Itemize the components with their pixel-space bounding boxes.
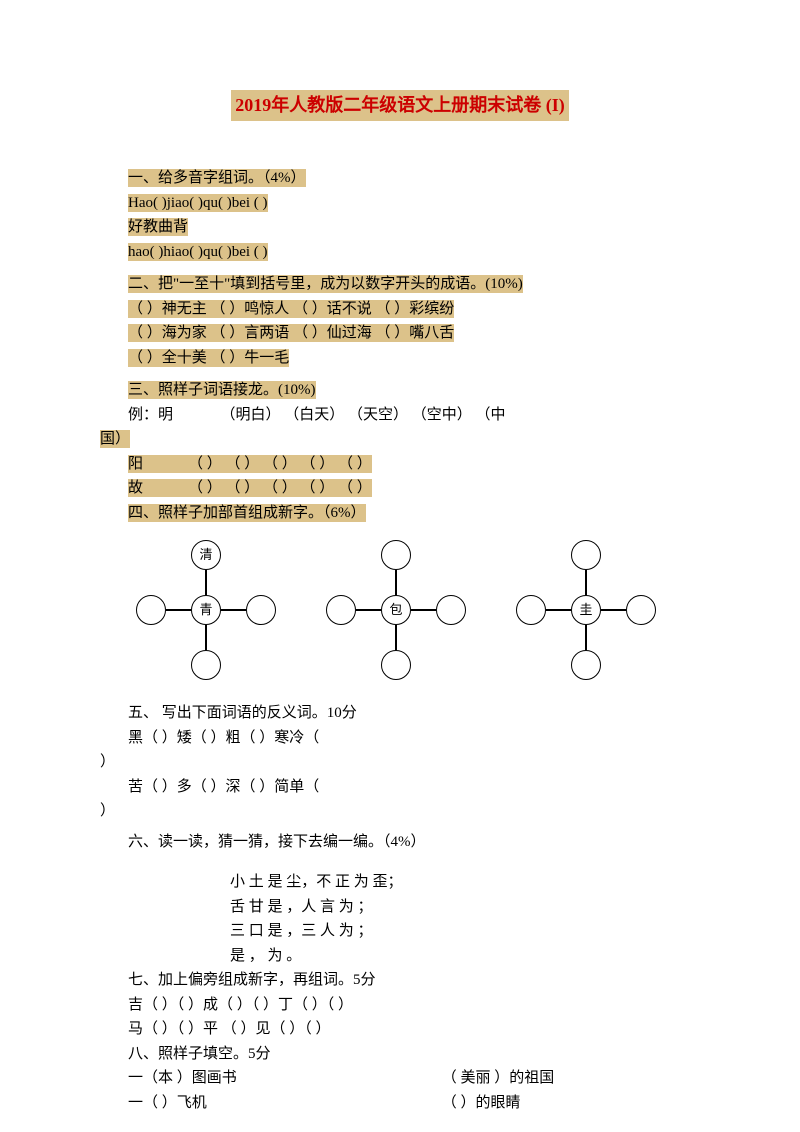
diagram-2: 包 [326, 540, 466, 680]
q1-cell: 背 [173, 219, 188, 235]
q3-l2a: 故 [128, 477, 188, 500]
q6-l2: 舌 甘 是 ，人 言 为 ； [100, 896, 700, 919]
q1-cell: jiao( ) [167, 195, 203, 211]
question-3: 三、照样子词语接龙。(10%) 例：明 （明白） （白天） （天空） （空中） … [100, 379, 700, 524]
circle [516, 595, 546, 625]
q1-cell: Hao( ) [128, 195, 167, 211]
circle [326, 595, 356, 625]
q8-l1b: （ 美丽 ）的祖国 [442, 1070, 555, 1086]
q3-l1: 阳（ ） （ ） （ ） （ ） （ ） [128, 455, 372, 473]
circle [246, 595, 276, 625]
q1-cell: 好 [128, 219, 143, 235]
q5-l2b: ） [100, 800, 700, 823]
q2-l2: （ ）海为家 （ ）言两语 （ ）仙过海 （ ）嘴八舌 [128, 324, 454, 342]
q6-heading: 六、读一读，猜一猜，接下去编一编。（4%） [100, 831, 700, 854]
q8-l2: 一（ ）飞机 （ ）的眼睛 [100, 1092, 700, 1115]
q3-l2b: （ ） （ ） （ ） （ ） （ ） [188, 480, 372, 496]
question-7: 七、加上偏旁组成新字，再组词。5分 吉（ ）（ ）成（ ）（ ）丁（ ）（ ） … [100, 969, 700, 1041]
q2-l3: （ ）全十美 （ ）牛一毛 [128, 349, 289, 367]
q1-cell: qu( ) [203, 195, 232, 211]
q1-cell: qu( ) [203, 244, 232, 260]
circle-center: 包 [381, 595, 411, 625]
q3-heading: 三、照样子词语接龙。(10%) [128, 381, 316, 399]
circle [436, 595, 466, 625]
q7-l2: 马（ ）（ ）平 （ ）见（ ）（ ） [100, 1018, 700, 1041]
diagram-1: 清 青 [136, 540, 276, 680]
circle [381, 540, 411, 570]
question-6: 六、读一读，猜一猜，接下去编一编。（4%） 小 土 是 尘，不 正 为 歪； 舌… [100, 831, 700, 968]
q8-l2a: 一（ ）飞机 [128, 1092, 438, 1115]
q1-r1: Hao( )jiao( )qu( )bei ( ) [128, 194, 268, 212]
q3-ex: （明白） （白天） （天空） （空中） （中 [221, 407, 506, 423]
q1-cell: bei ( ) [232, 244, 268, 260]
q1-r3: hao( )hiao( )qu( )bei ( ) [128, 243, 268, 261]
circle [571, 540, 601, 570]
title-wrap: 2019年人教版二年级语文上册期末试卷 (I) [100, 90, 700, 157]
circle [191, 650, 221, 680]
q5-l1b: ） [100, 751, 700, 774]
q1-r2: 好教曲背 [128, 218, 188, 236]
q8-heading: 八、照样子填空。5分 [100, 1043, 700, 1066]
q1-heading: 一、给多音字组词。（4%） [128, 169, 306, 187]
q4-heading: 四、照样子加部首组成新字。（6%） [128, 504, 366, 522]
q3-l1b: （ ） （ ） （ ） （ ） （ ） [188, 456, 372, 472]
q3-l2: 故（ ） （ ） （ ） （ ） （ ） [128, 479, 372, 497]
diagram-3: 圭 [516, 540, 656, 680]
q1-cell: bei ( ) [232, 195, 268, 211]
q3-ex-label: 例：明 [128, 407, 173, 423]
q2-l1: （ ）神无主 （ ）鸣惊人 （ ）话不说 （ ）彩缤纷 [128, 300, 454, 318]
q1-cell: hiao( ) [163, 244, 203, 260]
q8-l2b: （ ）的眼睛 [442, 1095, 521, 1111]
circle [626, 595, 656, 625]
circle: 清 [191, 540, 221, 570]
q3-ex2: 国） [100, 430, 130, 448]
circle [571, 650, 601, 680]
circle-center: 青 [191, 595, 221, 625]
q5-heading: 五、 写出下面词语的反义词。10分 [100, 702, 700, 725]
q6-l3: 三 口 是 ，三 人 为 ； [100, 920, 700, 943]
q6-l1: 小 土 是 尘，不 正 为 歪； [100, 871, 700, 894]
circle [381, 650, 411, 680]
question-1: 一、给多音字组词。（4%） Hao( )jiao( )qu( )bei ( ) … [100, 167, 700, 263]
question-2: 二、把"一至十"填到括号里，成为以数字开头的成语。(10%) （ ）神无主 （ … [100, 273, 700, 369]
q1-cell: 曲 [158, 219, 173, 235]
circle-center: 圭 [571, 595, 601, 625]
q1-cell: hao( ) [128, 244, 163, 260]
q5-l1: 黑（ ）矮（ ）粗（ ）寒冷（ [100, 727, 700, 750]
q2-heading: 二、把"一至十"填到括号里，成为以数字开头的成语。(10%) [128, 275, 523, 293]
q7-l1: 吉（ ）（ ）成（ ）（ ）丁（ ）（ ） [100, 994, 700, 1017]
circle [136, 595, 166, 625]
q3-l1a: 阳 [128, 453, 188, 476]
q4-diagrams: 清 青 包 圭 [100, 526, 700, 694]
q8-l1: 一（本 ）图画书 （ 美丽 ）的祖国 [100, 1067, 700, 1090]
q8-l1a: 一（本 ）图画书 [128, 1067, 438, 1090]
q6-l4: 是 ， 为 。 [100, 945, 700, 968]
question-5: 五、 写出下面词语的反义词。10分 黑（ ）矮（ ）粗（ ）寒冷（ ） 苦（ ）… [100, 702, 700, 823]
q7-heading: 七、加上偏旁组成新字，再组词。5分 [100, 969, 700, 992]
q5-l2: 苦（ ）多（ ）深（ ）简单（ [100, 776, 700, 799]
question-8: 八、照样子填空。5分 一（本 ）图画书 （ 美丽 ）的祖国 一（ ）飞机 （ ）… [100, 1043, 700, 1115]
q1-cell: 教 [143, 219, 158, 235]
page-title: 2019年人教版二年级语文上册期末试卷 (I) [231, 90, 569, 121]
